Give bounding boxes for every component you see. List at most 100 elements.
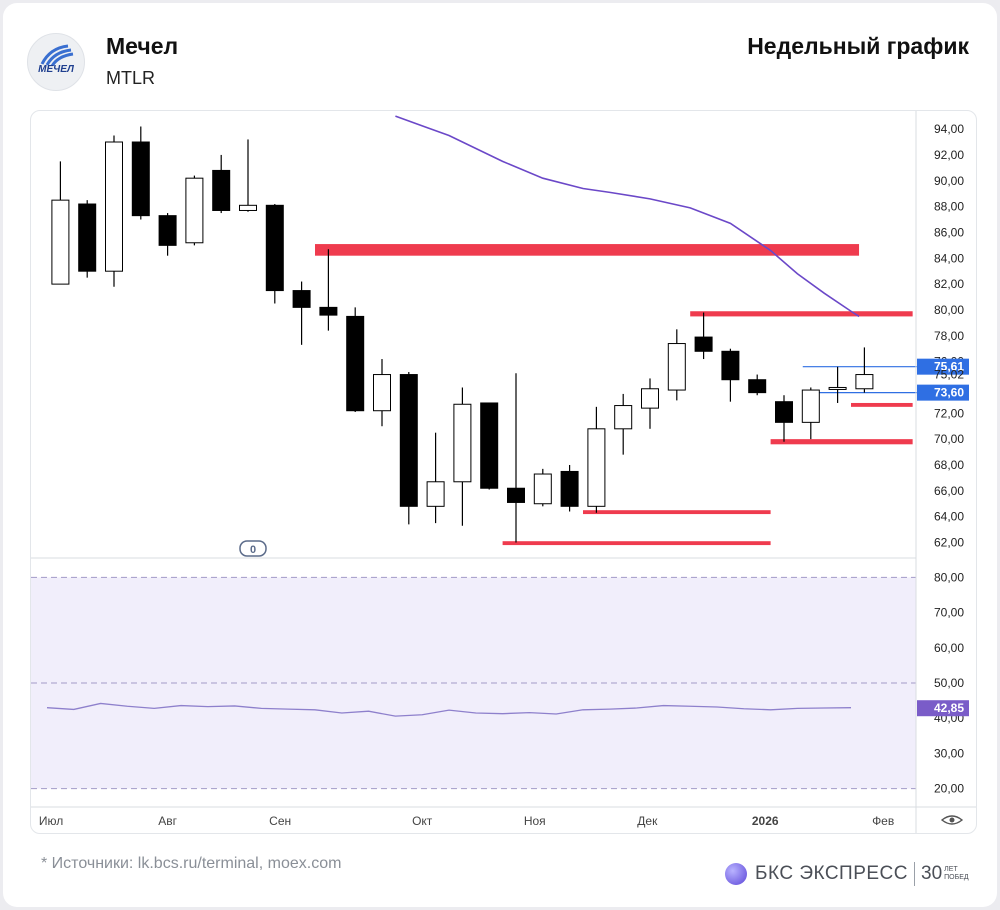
- candle-body-down: [694, 336, 713, 352]
- candle[interactable]: [533, 468, 552, 507]
- settings-eye-icon[interactable]: [940, 815, 964, 825]
- candle[interactable]: [587, 406, 606, 513]
- brand-years-1: ЛЕТ: [944, 866, 958, 873]
- candle-body-up: [239, 204, 257, 211]
- svg-text:0: 0: [250, 544, 256, 556]
- indicator-tick-label: 30,00: [934, 746, 964, 760]
- candle[interactable]: [775, 395, 793, 442]
- candle-body-up: [614, 405, 633, 430]
- candle-body-up: [641, 388, 659, 409]
- candle[interactable]: [346, 307, 365, 413]
- candle-body-down: [319, 306, 338, 316]
- candle-body-up: [51, 199, 70, 285]
- brand-name: БКС ЭКСПРЕСС: [755, 863, 908, 884]
- candle[interactable]: [748, 374, 767, 396]
- month-label: Авг: [158, 814, 177, 828]
- candle[interactable]: [721, 348, 740, 402]
- month-label: Окт: [412, 814, 433, 828]
- candle-body-down: [158, 215, 177, 246]
- candle[interactable]: [855, 347, 874, 393]
- candle-body-up: [426, 481, 445, 507]
- candle[interactable]: [239, 139, 257, 212]
- month-label: Дек: [637, 814, 658, 828]
- candle-body-down: [212, 169, 231, 211]
- price-tick-label: 92,00: [934, 148, 964, 162]
- level-zone: [851, 402, 913, 407]
- price-tick-label: 88,00: [934, 200, 964, 214]
- indicator-value-badge: [917, 700, 969, 717]
- brand-logo: БКС ЭКСПРЕСС 30 ЛЕТ ПОБЕД: [725, 858, 969, 890]
- candle[interactable]: [212, 154, 231, 214]
- price-tick-label: 94,00: [934, 122, 964, 136]
- candle[interactable]: [614, 393, 633, 455]
- candle-body-down: [346, 315, 365, 412]
- logo-text: МЕЧЕЛ: [38, 64, 74, 75]
- price-tick-label: 70,00: [934, 432, 964, 446]
- candle[interactable]: [158, 213, 177, 256]
- zero-marker-icon[interactable]: 0: [239, 540, 267, 557]
- candle[interactable]: [641, 378, 659, 429]
- month-label: Сен: [269, 814, 291, 828]
- price-tick-label: 68,00: [934, 458, 964, 472]
- candle-body-down: [748, 379, 767, 394]
- candle[interactable]: [426, 432, 445, 524]
- candle[interactable]: [694, 312, 713, 360]
- price-tick-label: 72,00: [934, 406, 964, 420]
- indicator-tick-label: 50,00: [934, 676, 964, 690]
- candle[interactable]: [801, 387, 820, 440]
- level-zone: [502, 541, 771, 546]
- candle[interactable]: [105, 135, 123, 287]
- current-price-label: 73,60: [934, 386, 964, 400]
- current-price-badge: [917, 358, 969, 375]
- price-marker-label: 75,02: [934, 367, 964, 381]
- indicator-value-label: 42,85: [934, 701, 964, 715]
- candle[interactable]: [51, 161, 70, 285]
- candle[interactable]: [78, 200, 97, 278]
- candle[interactable]: [828, 366, 847, 403]
- candle-body-down: [292, 290, 311, 308]
- indicator-tick-label: 70,00: [934, 606, 964, 620]
- indicator-tick-label: 80,00: [934, 570, 964, 584]
- candle-body-up: [801, 389, 820, 423]
- candle[interactable]: [131, 126, 150, 220]
- candle-body-up: [185, 177, 204, 244]
- candle-body-down: [560, 470, 579, 507]
- candle-body-down: [507, 487, 525, 503]
- current-price-badge: [917, 384, 969, 401]
- candle[interactable]: [453, 387, 472, 526]
- candle[interactable]: [319, 249, 338, 331]
- price-tick-label: 86,00: [934, 225, 964, 239]
- month-label: 2026: [752, 814, 779, 828]
- candle[interactable]: [560, 464, 579, 512]
- chart-card: МЕЧЕЛ Мечел MTLR Недельный график 94,00 9…: [3, 3, 997, 907]
- candle[interactable]: [480, 402, 499, 490]
- level-zone: [690, 311, 913, 317]
- candle-body-down: [78, 203, 97, 272]
- price-tick-label: 82,00: [934, 277, 964, 291]
- candle[interactable]: [185, 175, 204, 246]
- candle[interactable]: [265, 204, 284, 304]
- candle[interactable]: [507, 373, 525, 543]
- brand-years-2: ПОБЕД: [944, 874, 969, 881]
- price-tick-label: 84,00: [934, 251, 964, 265]
- candle-body-down: [399, 374, 418, 507]
- logo-stripes-icon: [40, 44, 74, 66]
- candle-body-up: [453, 403, 472, 483]
- price-tick-label: 62,00: [934, 535, 964, 549]
- candle[interactable]: [373, 359, 391, 427]
- current-price-label: 75,61: [934, 360, 964, 374]
- price-tick-label: 66,00: [934, 484, 964, 498]
- price-tick-label: 80,00: [934, 303, 964, 317]
- candle[interactable]: [399, 371, 418, 525]
- chart-frame: 94,00 92,00 90,00 88,00 86,00 84,00 82,00 80,00…: [30, 110, 977, 834]
- month-label: Июл: [39, 814, 63, 828]
- candlestick-chart[interactable]: 94,00 92,00 90,00 88,00 86,00 84,00 82,00 80,00…: [31, 111, 976, 833]
- brand-30: 30: [921, 863, 943, 884]
- indicator-tick-label: 20,00: [934, 782, 964, 796]
- company-name: Мечел: [106, 33, 179, 59]
- price-tick-label: 90,00: [934, 174, 964, 188]
- candle-body-up: [828, 386, 847, 390]
- candle[interactable]: [667, 329, 686, 401]
- price-tick-label: 64,00: [934, 510, 964, 524]
- candle[interactable]: [292, 281, 311, 345]
